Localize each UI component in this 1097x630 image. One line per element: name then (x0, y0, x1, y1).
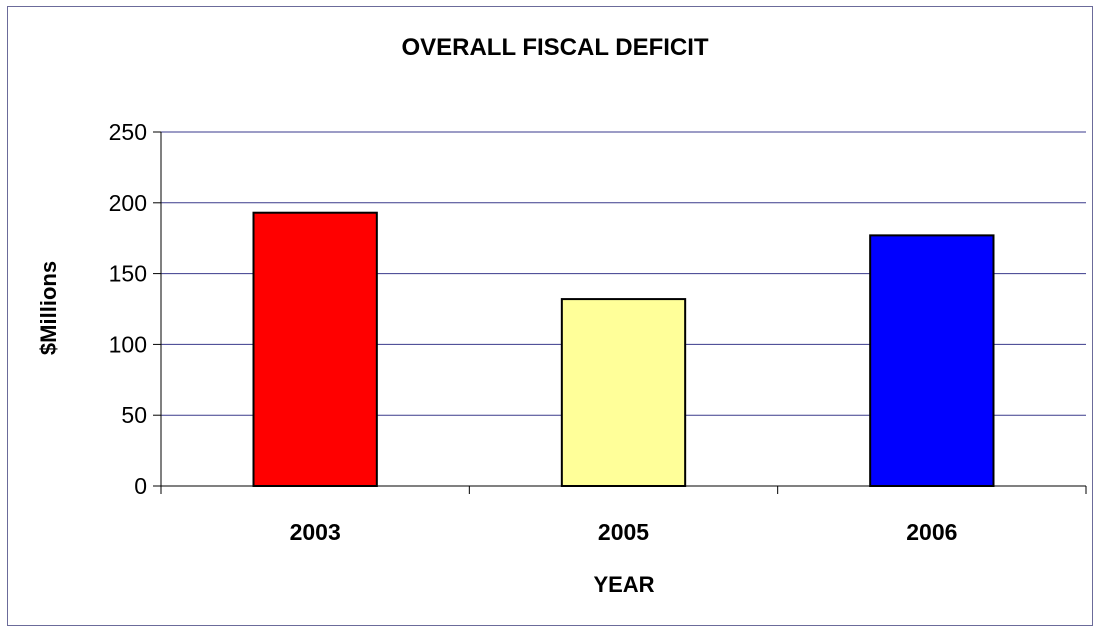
y-tick-label: 100 (109, 331, 147, 357)
y-tick-label: 250 (109, 119, 147, 145)
y-tick-label: 200 (109, 190, 147, 216)
plot-area: 0 50 100 150 200 250 2003 2005 2006 (109, 119, 1087, 545)
x-tick-label: 2003 (290, 519, 341, 545)
x-axis-title: YEAR (593, 572, 654, 597)
chart-title: OVERALL FISCAL DEFICIT (401, 34, 708, 61)
bar (869, 234, 995, 487)
bar (252, 211, 378, 487)
x-tick-label: 2005 (598, 519, 649, 545)
y-tick-label: 150 (109, 261, 147, 287)
y-tick-label: 50 (121, 402, 147, 428)
bar (560, 298, 687, 488)
y-axis-title: $Millions (36, 261, 61, 355)
y-tick-label: 0 (134, 473, 147, 499)
x-tick-label: 2006 (906, 519, 957, 545)
